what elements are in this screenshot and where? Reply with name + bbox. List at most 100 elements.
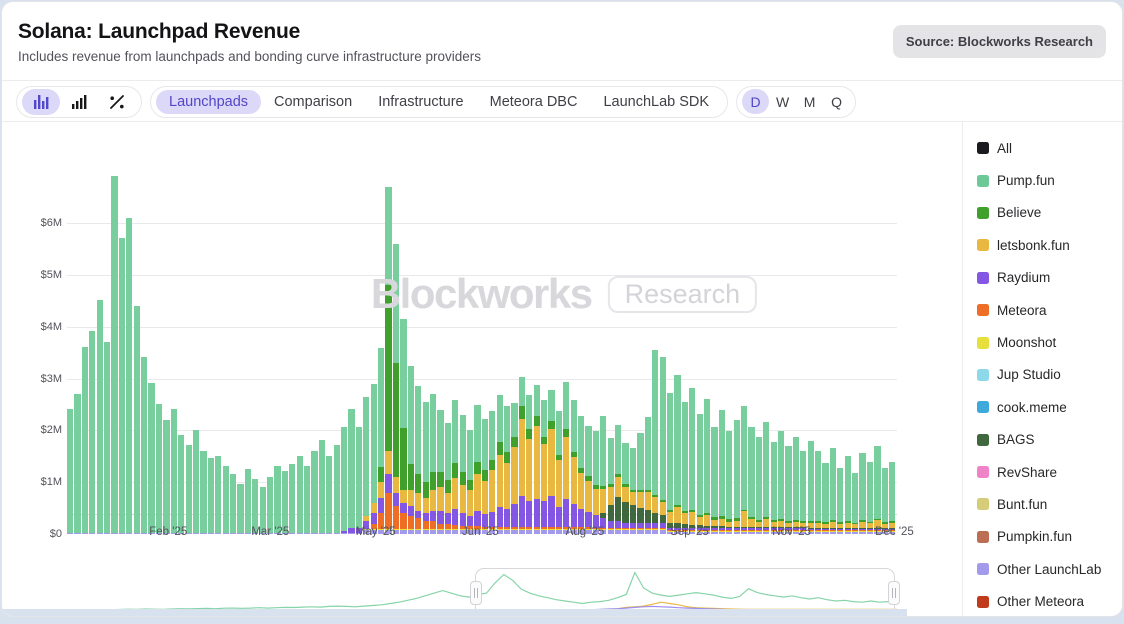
bar-column[interactable] [644, 142, 652, 534]
bar-column[interactable] [600, 142, 607, 534]
bar-column[interactable] [711, 142, 718, 534]
bar-column[interactable] [281, 142, 289, 534]
bottom-scroll-strip[interactable] [2, 609, 907, 616]
legend-item-jup-studio[interactable]: Jup Studio [977, 359, 1122, 391]
bar-column[interactable] [89, 142, 96, 534]
bar-column[interactable] [807, 142, 815, 534]
percent-view-button[interactable] [98, 89, 136, 115]
bar-column[interactable] [733, 142, 741, 534]
tab-launchpads[interactable]: Launchpads [156, 89, 262, 114]
tab-infrastructure[interactable]: Infrastructure [378, 93, 464, 110]
range-d[interactable]: D [742, 89, 770, 114]
bar-column[interactable] [755, 142, 763, 534]
bar-column[interactable] [444, 142, 452, 534]
bar-column[interactable] [111, 142, 118, 534]
bar-column[interactable] [800, 142, 807, 534]
bar-column[interactable] [274, 142, 281, 534]
bar-column[interactable] [785, 142, 792, 534]
bar-column[interactable] [518, 142, 526, 534]
bar-column[interactable] [637, 142, 644, 534]
legend-item-other-meteora[interactable]: Other Meteora [977, 585, 1122, 616]
legend-item-letsbonk-fun[interactable]: letsbonk.fun [977, 229, 1122, 261]
bar-column[interactable] [155, 142, 163, 534]
bar-column[interactable] [378, 142, 385, 534]
legend-item-believe[interactable]: Believe [977, 197, 1122, 229]
bar-column[interactable] [622, 142, 629, 534]
bar-column[interactable] [415, 142, 422, 534]
bar-column[interactable] [266, 142, 274, 534]
legend-item-pump-fun[interactable]: Pump.fun [977, 164, 1122, 196]
bar-column[interactable] [141, 142, 148, 534]
bar-column[interactable] [252, 142, 259, 534]
bar-column[interactable] [578, 142, 585, 534]
bar-column[interactable] [822, 142, 829, 534]
bar-column[interactable] [674, 142, 681, 534]
bar-column[interactable] [770, 142, 778, 534]
bar-column[interactable] [222, 142, 230, 534]
bar-column[interactable] [133, 142, 141, 534]
bar-column[interactable] [304, 142, 311, 534]
legend-item-raydium[interactable]: Raydium [977, 262, 1122, 294]
bar-column[interactable] [452, 142, 459, 534]
legend-item-all[interactable]: All [977, 132, 1122, 164]
bar-column[interactable] [311, 142, 318, 534]
bar-column[interactable] [318, 142, 326, 534]
bar-column[interactable] [370, 142, 378, 534]
bar-column[interactable] [533, 142, 541, 534]
bar-column[interactable] [192, 142, 200, 534]
bar-column[interactable] [385, 142, 392, 534]
bar-column[interactable] [348, 142, 355, 534]
bar-column[interactable] [844, 142, 852, 534]
bar-column[interactable] [96, 142, 104, 534]
bar-column[interactable] [511, 142, 518, 534]
bar-column[interactable] [429, 142, 437, 534]
bar-column[interactable] [407, 142, 415, 534]
bar-column[interactable] [689, 142, 696, 534]
range-q[interactable]: Q [831, 93, 842, 110]
bar-column[interactable] [259, 142, 267, 534]
bar-column[interactable] [185, 142, 193, 534]
bar-column[interactable] [748, 142, 755, 534]
bar-column[interactable] [555, 142, 563, 534]
bar-column[interactable] [881, 142, 889, 534]
legend-item-cook-meme[interactable]: cook.meme [977, 391, 1122, 423]
range-m[interactable]: M [803, 93, 816, 110]
bar-column[interactable] [889, 142, 896, 534]
bar-column[interactable] [326, 142, 333, 534]
legend-item-pumpkin-fun[interactable]: Pumpkin.fun [977, 521, 1122, 553]
bar-column[interactable] [852, 142, 859, 534]
bar-column[interactable] [474, 142, 481, 534]
bar-column[interactable] [437, 142, 444, 534]
bar-column[interactable] [592, 142, 600, 534]
bar-column[interactable] [526, 142, 533, 534]
bar-column[interactable] [341, 142, 348, 534]
legend-item-moonshot[interactable]: Moonshot [977, 326, 1122, 358]
bar-column[interactable] [459, 142, 467, 534]
bar-column[interactable] [496, 142, 504, 534]
bar-column[interactable] [548, 142, 555, 534]
bar-column[interactable] [629, 142, 637, 534]
bar-column[interactable] [207, 142, 215, 534]
bar-column[interactable] [607, 142, 615, 534]
bar-column[interactable] [570, 142, 578, 534]
bar-column[interactable] [148, 142, 155, 534]
tab-meteora-dbc[interactable]: Meteora DBC [489, 93, 578, 110]
bar-column[interactable] [489, 142, 496, 534]
bar-column[interactable] [215, 142, 222, 534]
bar-column[interactable] [126, 142, 133, 534]
bar-column[interactable] [696, 142, 704, 534]
bar-column[interactable] [666, 142, 674, 534]
bar-column[interactable] [718, 142, 726, 534]
range-w[interactable]: W [775, 93, 790, 110]
bar-column[interactable] [585, 142, 592, 534]
brush-handle-left[interactable] [470, 580, 483, 605]
bar-column[interactable] [866, 142, 874, 534]
bar-column[interactable] [363, 142, 370, 534]
bar-column[interactable] [815, 142, 822, 534]
bar-column[interactable] [200, 142, 207, 534]
bar-column[interactable] [681, 142, 689, 534]
bar-column[interactable] [481, 142, 489, 534]
legend-item-bags[interactable]: BAGS [977, 424, 1122, 456]
bar-column[interactable] [178, 142, 185, 534]
bar-column[interactable] [874, 142, 881, 534]
